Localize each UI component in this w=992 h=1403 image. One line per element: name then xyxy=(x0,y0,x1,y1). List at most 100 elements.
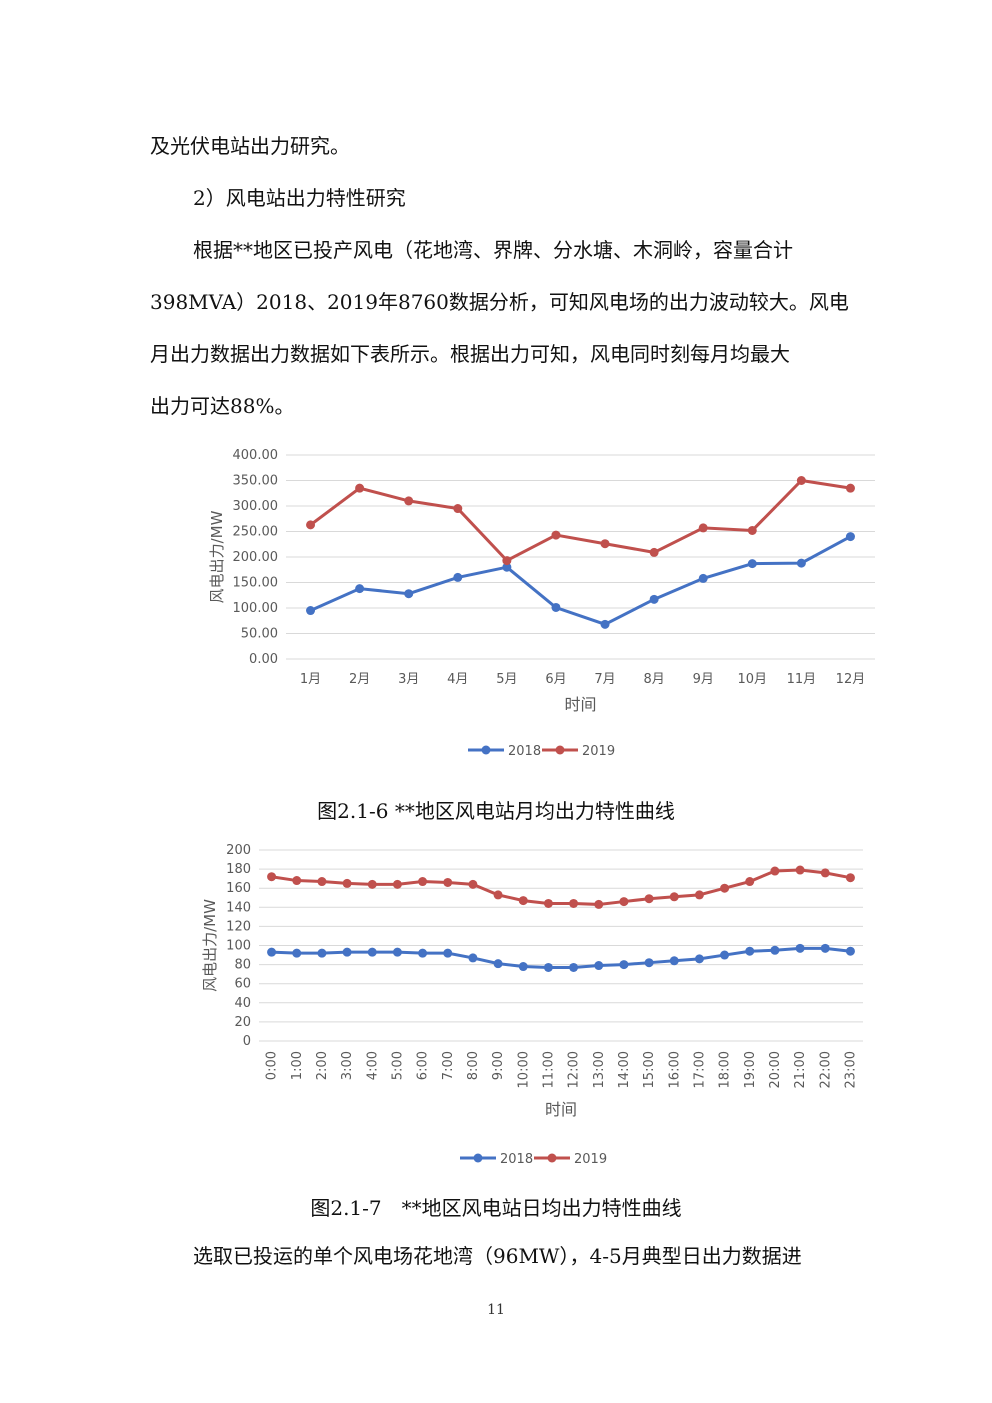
data-point-2019 xyxy=(551,530,561,540)
y-tick-label: 60 xyxy=(234,977,251,992)
x-tick-label: 8月 xyxy=(643,672,664,687)
data-point-2019 xyxy=(367,879,377,889)
data-point-2019 xyxy=(317,877,327,887)
x-tick-label: 16:00 xyxy=(667,1051,682,1088)
series-line-2019 xyxy=(309,478,851,563)
y-tick-label: 80 xyxy=(234,958,251,973)
x-tick-label: 7月 xyxy=(594,672,615,687)
y-tick-label: 50.00 xyxy=(241,627,278,642)
y-axis-title: 风电出力/MW xyxy=(208,510,226,603)
y-tick-label: 40 xyxy=(234,996,251,1011)
x-tick-label: 6月 xyxy=(545,672,566,687)
y-tick-label: 140 xyxy=(226,900,251,915)
data-point-2018 xyxy=(820,943,830,953)
y-tick-label: 200.00 xyxy=(233,550,279,565)
legend-label-2018: 2018 xyxy=(508,744,541,759)
paragraph-line-4: 月出力数据出力数据如下表所示。根据出力可知，风电同时刻每月均最大 xyxy=(150,342,790,366)
legend-marker-2018 xyxy=(473,1153,483,1163)
data-point-2018 xyxy=(342,947,352,957)
data-point-2018 xyxy=(796,558,806,568)
x-tick-label: 9:00 xyxy=(491,1051,506,1080)
x-tick-label: 10:00 xyxy=(516,1051,531,1088)
data-point-2018 xyxy=(355,584,365,594)
data-point-2018 xyxy=(418,948,428,958)
data-point-2019 xyxy=(443,877,453,887)
data-point-2018 xyxy=(518,962,528,972)
data-point-2018 xyxy=(649,594,659,604)
x-tick-label: 2:00 xyxy=(315,1051,330,1080)
data-point-2018 xyxy=(698,573,708,583)
data-point-2018 xyxy=(292,948,302,958)
data-point-2019 xyxy=(795,865,805,875)
paragraph-line-1: 及光伏电站出力研究。 xyxy=(150,134,350,158)
legend-marker-2018 xyxy=(481,745,491,755)
monthly-output-chart: 0.00 50.00 100.00 150.00 200.00 250.00 300.00 3… xyxy=(0,440,992,770)
page-number: 11 xyxy=(487,1302,505,1318)
data-point-2018 xyxy=(694,954,704,964)
data-point-2019 xyxy=(845,873,855,883)
x-tick-label: 14:00 xyxy=(617,1051,632,1088)
x-tick-label: 15:00 xyxy=(642,1051,657,1088)
data-point-2019 xyxy=(306,520,316,530)
data-point-2019 xyxy=(569,898,579,908)
data-point-2018 xyxy=(770,945,780,955)
data-point-2019 xyxy=(649,547,659,557)
section-heading: 2）风电站出力特性研究 xyxy=(193,186,406,210)
data-point-2018 xyxy=(468,953,478,963)
data-point-2018 xyxy=(267,947,277,957)
x-tick-label: 12月 xyxy=(836,672,866,687)
data-point-2019 xyxy=(594,899,604,909)
data-point-2018 xyxy=(720,950,730,960)
daily-output-chart: 0 20 40 60 80 100 120 140 160 180 200 0:00 1:00 2:00 3… xyxy=(0,838,992,1173)
y-tick-label: 100 xyxy=(226,939,251,954)
data-point-2018 xyxy=(619,960,629,970)
data-point-2018 xyxy=(367,947,377,957)
x-axis-title: 时间 xyxy=(545,1100,577,1119)
x-tick-label: 12:00 xyxy=(567,1051,582,1088)
data-point-2018 xyxy=(317,948,327,958)
figure-caption-monthly: 图2.1-6 **地区风电站月均出力特性曲线 xyxy=(317,799,675,823)
x-tick-label: 8:00 xyxy=(466,1051,481,1080)
data-point-2018 xyxy=(502,562,512,572)
data-point-2019 xyxy=(392,879,402,889)
data-point-2019 xyxy=(619,897,629,907)
y-tick-label: 250.00 xyxy=(233,525,279,540)
y-tick-label: 100.00 xyxy=(233,601,279,616)
x-tick-label: 0:00 xyxy=(265,1051,280,1080)
legend-label-2019: 2019 xyxy=(574,1152,607,1167)
data-point-2019 xyxy=(694,890,704,900)
paragraph-line-2: 根据**地区已投产风电（花地湾、界牌、分水塘、木洞岭，容量合计 xyxy=(193,238,793,262)
data-point-2018 xyxy=(845,946,855,956)
legend-marker-2019 xyxy=(547,1153,557,1163)
y-tick-label: 350.00 xyxy=(233,474,279,489)
data-point-2018 xyxy=(644,958,654,968)
data-point-2018 xyxy=(795,943,805,953)
data-point-2019 xyxy=(820,868,830,878)
y-tick-label: 0.00 xyxy=(249,652,278,667)
data-point-2019 xyxy=(267,872,277,882)
data-point-2018 xyxy=(543,962,553,972)
x-tick-label: 9月 xyxy=(693,672,714,687)
y-tick-label: 300.00 xyxy=(233,499,279,514)
x-axis-title: 时间 xyxy=(564,695,596,714)
x-tick-label: 5月 xyxy=(496,672,517,687)
x-tick-label: 5:00 xyxy=(390,1051,405,1080)
data-point-2019 xyxy=(698,523,708,533)
x-tick-label: 4:00 xyxy=(365,1051,380,1080)
data-point-2018 xyxy=(493,959,503,969)
legend-label-2018: 2018 xyxy=(500,1152,533,1167)
x-tick-label: 10月 xyxy=(738,672,768,687)
data-point-2019 xyxy=(845,483,855,493)
data-point-2018 xyxy=(453,572,463,582)
x-tick-label: 19:00 xyxy=(743,1051,758,1088)
data-point-2018 xyxy=(306,606,316,616)
x-tick-label: 6:00 xyxy=(416,1051,431,1080)
legend-marker-2019 xyxy=(555,745,565,755)
x-tick-label: 4月 xyxy=(447,672,468,687)
data-point-2019 xyxy=(669,892,679,902)
x-tick-label: 13:00 xyxy=(592,1051,607,1088)
data-point-2019 xyxy=(796,476,806,485)
data-point-2019 xyxy=(418,877,428,887)
x-tick-label: 3:00 xyxy=(340,1051,355,1080)
y-tick-label: 0 xyxy=(243,1034,251,1049)
